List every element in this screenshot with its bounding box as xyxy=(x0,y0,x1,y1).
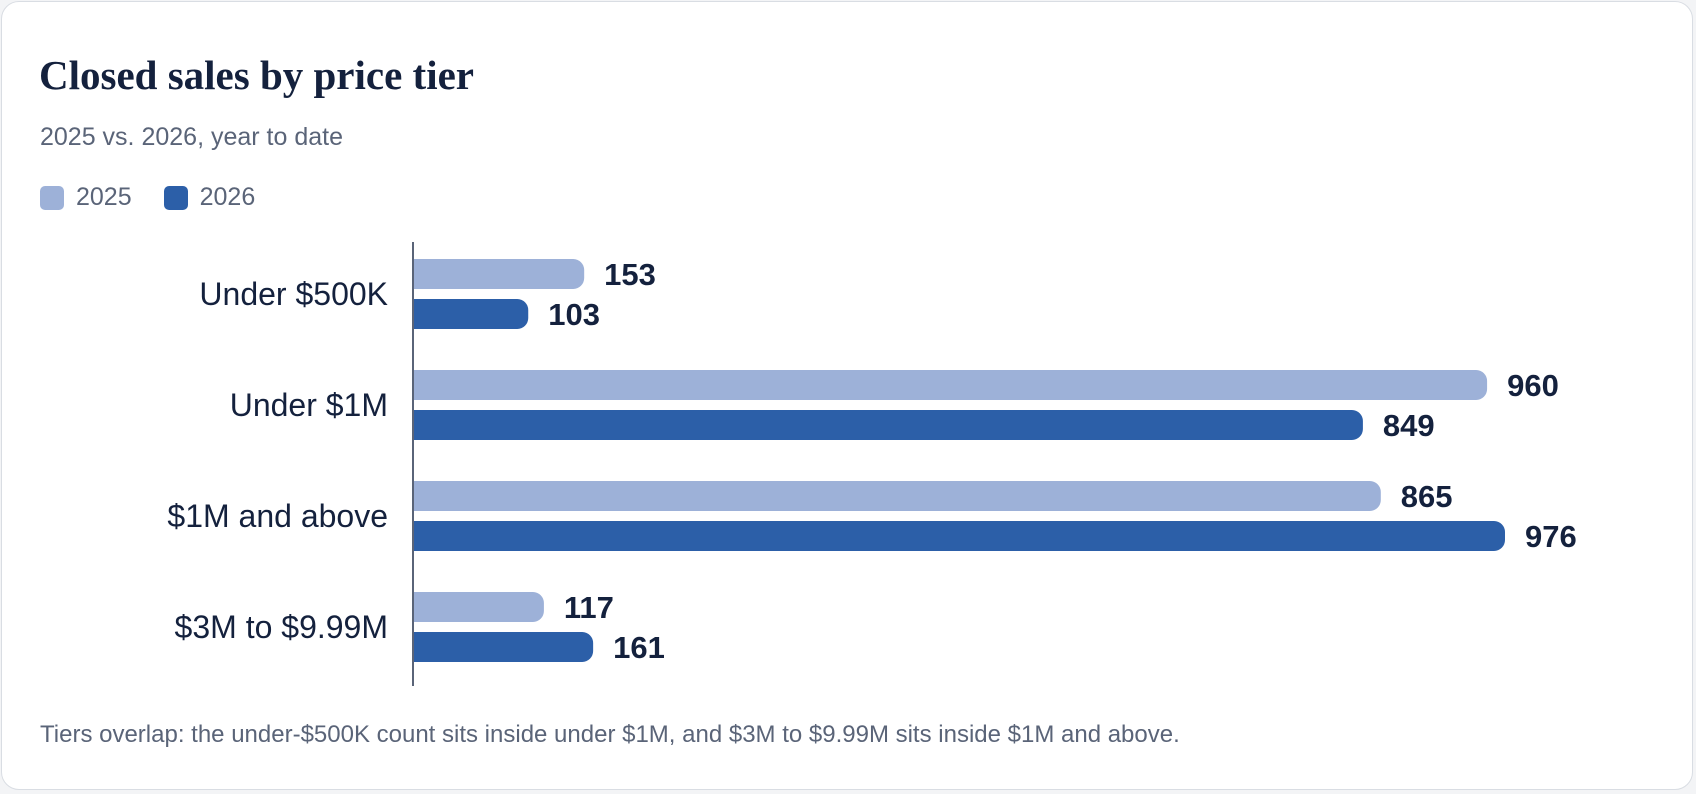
chart-legend: 2025 2026 xyxy=(40,183,287,212)
category-label-3m-to-9-99m: $3M to $9.99M xyxy=(175,609,388,645)
legend-label-2025: 2025 xyxy=(76,183,132,211)
value-label-2026-1m-and-above: 976 xyxy=(1525,519,1577,554)
legend-swatch-2025 xyxy=(40,185,64,210)
value-label-2025-1m-and-above: 865 xyxy=(1401,479,1453,514)
legend-label-2026: 2026 xyxy=(199,183,256,211)
value-label-2025-under-500k: 153 xyxy=(604,257,656,292)
chart-subtitle: 2025 vs. 2026, year to date xyxy=(40,123,343,151)
chart-footnote: Tiers overlap: the under-$500K count sit… xyxy=(40,721,1180,748)
bar-2025-1m-and-above xyxy=(413,481,1381,511)
legend-swatch-2026 xyxy=(163,185,188,210)
legend-item-2025: 2025 xyxy=(40,183,132,212)
bar-2025-under-500k xyxy=(413,259,585,289)
value-label-2025-under-1m: 960 xyxy=(1507,368,1559,403)
bar-2026-under-500k xyxy=(413,299,529,329)
bar-2026-1m-and-above xyxy=(413,521,1505,551)
bar-2025-under-1m xyxy=(413,370,1488,400)
value-label-2026-3m-to-9-99m: 161 xyxy=(613,630,665,665)
value-label-2026-under-500k: 103 xyxy=(548,297,600,332)
bar-2026-3m-to-9-99m xyxy=(413,632,594,662)
bar-2025-3m-to-9-99m xyxy=(413,592,544,623)
chart-title: Closed sales by price tier xyxy=(39,52,474,98)
category-label-1m-and-above: $1M and above xyxy=(167,498,388,534)
category-label-under-500k: Under $500K xyxy=(199,276,388,312)
bar-2026-under-1m xyxy=(413,410,1363,440)
legend-item-2026: 2026 xyxy=(163,183,256,212)
value-label-2025-3m-to-9-99m: 117 xyxy=(564,590,614,625)
value-label-2026-under-1m: 849 xyxy=(1383,408,1435,443)
category-label-under-1m: Under $1M xyxy=(230,387,388,423)
